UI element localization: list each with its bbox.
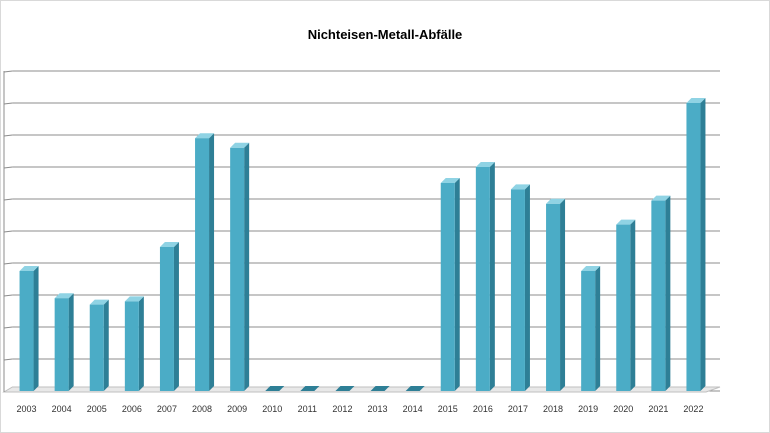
x-tick-label: 2010 [262,404,282,414]
bar-top [616,219,636,225]
bar-top [124,296,144,302]
gridline-connector [3,358,13,361]
x-tick-label: 2007 [157,404,177,414]
bar-side [68,293,74,391]
bar-top [546,198,566,204]
bar [159,247,174,391]
bar [195,138,210,391]
bar-top [195,133,215,139]
x-tick-label: 2011 [298,404,317,414]
bar-top [19,266,39,271]
bar-side [138,296,144,391]
bar-side [33,266,39,391]
bar [19,271,34,391]
bar-top [89,299,109,305]
gridline-connector [3,198,13,201]
bar-top [686,98,706,103]
x-tick-label: 2008 [192,404,212,414]
x-tick-label: 2015 [438,404,458,414]
bar-side [244,142,250,391]
bar [265,386,285,391]
bar [616,224,631,391]
gridline-connector [3,262,13,265]
x-tick-label: 2004 [52,404,72,414]
bar-top [159,242,179,247]
bar-side [560,198,566,391]
x-tick-label: 2017 [508,404,528,414]
bar-top [440,178,460,183]
bar [475,167,490,391]
x-tick-label: 2018 [543,404,563,414]
bar-top [475,162,495,167]
x-tick-label: 2016 [473,404,493,414]
gridline-connector [3,230,13,233]
bar-top [230,142,250,148]
x-tick-label: 2013 [368,404,388,414]
x-tick-label: 2005 [87,404,107,414]
bar-top [581,266,601,271]
gridline-connector [3,134,13,137]
bar [335,386,355,391]
bar [651,200,666,391]
gridline-connector [3,326,13,329]
bar-side [489,162,495,391]
bar-side [209,133,215,391]
x-tick-label: 2012 [332,404,352,414]
bar [124,301,139,391]
bar-side [595,266,601,391]
bar [581,271,596,391]
x-tick-label: 2022 [683,404,703,414]
bar-side [103,299,109,391]
x-tick-label: 2021 [648,404,668,414]
bar [686,103,701,391]
bar-side [665,195,671,391]
gridline-connector [3,70,13,73]
x-tick-label: 2020 [613,404,633,414]
bar [89,304,104,391]
bar-side [173,242,179,391]
gridline-connector [3,166,13,169]
x-tick-label: 2006 [122,404,142,414]
bar-top [54,293,74,299]
x-tick-label: 2009 [227,404,247,414]
bar-side [454,178,460,391]
gridline-connector [3,102,13,105]
gridline-connector [3,294,13,297]
bar [440,183,455,391]
bar-top [510,184,530,190]
bar [405,386,425,391]
bar [510,189,525,391]
bar [230,147,245,391]
x-tick-label: 2014 [403,404,423,414]
bar [300,386,320,391]
bar [546,203,561,391]
chart-title: Nichteisen-Metall-Abfälle [307,27,463,42]
x-tick-label: 2003 [17,404,37,414]
bar-side [524,184,530,391]
bar [370,386,390,391]
bar-top [651,195,671,201]
bar [54,298,69,391]
x-tick-label: 2019 [578,404,598,414]
chart-floor [2,386,721,393]
bar-side [630,219,636,391]
bar-side [700,98,706,391]
